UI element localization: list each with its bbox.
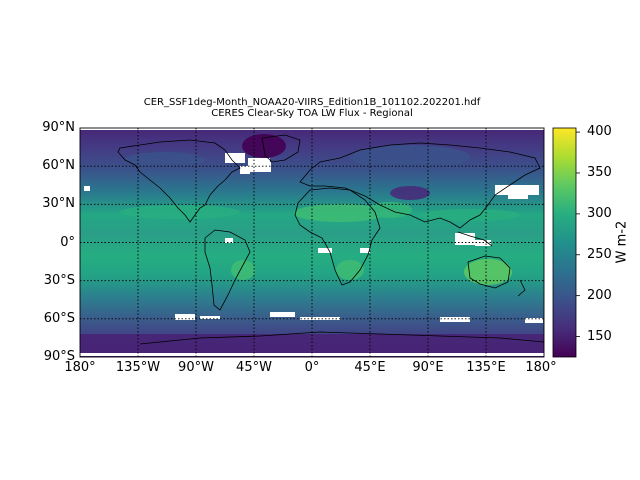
australia bbox=[467, 255, 511, 289]
lat-label-60n: 60°N bbox=[42, 158, 75, 173]
lon-label-180e: 180° bbox=[525, 360, 557, 375]
maritime-continent bbox=[457, 231, 493, 247]
lon-label-0: 0° bbox=[304, 360, 320, 375]
lat-label-equator: 0° bbox=[60, 235, 75, 250]
lon-label-135w: 135°W bbox=[115, 360, 161, 375]
lon-label-180w: 180° bbox=[64, 360, 96, 375]
colorbar-tick-label: 300 bbox=[587, 205, 612, 221]
map-frame bbox=[79, 127, 545, 358]
lat-label-60s: 60°S bbox=[43, 311, 75, 326]
colorbar bbox=[553, 128, 576, 357]
colorbar-tick-label: 150 bbox=[587, 328, 612, 344]
title-line-1: CER_SSF1deg-Month_NOAA20-VIIRS_Edition1B… bbox=[143, 97, 481, 108]
new-zealand bbox=[517, 279, 526, 297]
greenland bbox=[261, 134, 301, 163]
gridlines bbox=[80, 128, 544, 357]
colorbar-tick-label: 250 bbox=[587, 246, 612, 262]
lat-label-30s: 30°S bbox=[43, 273, 75, 288]
lon-label-135e: 135°E bbox=[466, 360, 506, 375]
coastlines bbox=[117, 134, 545, 345]
south-america bbox=[204, 229, 251, 311]
cold-regions bbox=[80, 134, 544, 357]
colorbar-label: W m-2 bbox=[614, 220, 630, 264]
lat-label-90n: 90°N bbox=[42, 120, 75, 135]
lon-label-45e: 45°E bbox=[354, 360, 386, 375]
north-america bbox=[117, 139, 241, 223]
lat-label-30n: 30°N bbox=[42, 196, 75, 211]
colorbar-ticks bbox=[576, 131, 580, 337]
colorbar-tick-label: 200 bbox=[587, 287, 612, 303]
colorbar-frame bbox=[552, 127, 577, 358]
title-line-2: CERES Clear-Sky TOA LW Flux - Regional bbox=[211, 108, 413, 119]
lon-label-90w: 90°W bbox=[178, 360, 214, 375]
lon-label-45w: 45°W bbox=[236, 360, 272, 375]
lat-label-90s: 90°S bbox=[43, 349, 75, 364]
colorbar-tick-label: 350 bbox=[587, 164, 612, 180]
colorbar-tick-label: 400 bbox=[587, 124, 612, 140]
warm-regions bbox=[120, 202, 520, 285]
lon-label-90e: 90°E bbox=[412, 360, 444, 375]
antarctica bbox=[139, 331, 545, 345]
eurasia bbox=[299, 142, 541, 229]
